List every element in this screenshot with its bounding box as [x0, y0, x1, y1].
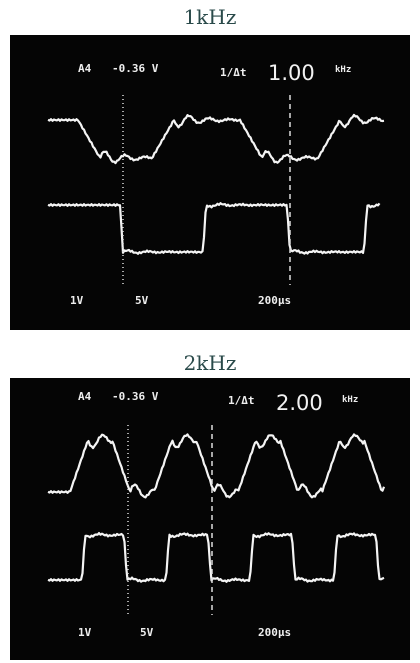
readout: 2.00 — [276, 391, 323, 415]
readout-unit: kHz — [342, 395, 358, 405]
ch2-scale: 5V — [140, 626, 154, 639]
cursor-symbol: 1/Δt — [228, 394, 255, 407]
waveform — [47, 113, 385, 165]
timebase: 200µs — [258, 626, 291, 639]
caption: 2kHz — [184, 351, 237, 375]
channel: A4 — [78, 62, 92, 75]
ch2-scale: 5V — [135, 294, 149, 307]
offset: -0.36 V — [112, 390, 159, 403]
readout: 1.00 — [268, 61, 315, 85]
channel: A4 — [78, 390, 92, 403]
scope-screen — [10, 35, 410, 330]
caption: 1kHz — [184, 5, 237, 29]
scope-panel: 1kHz A4 -0.36 V 1/Δt 1.00 kHz 1V 5V 200µ… — [10, 5, 410, 330]
waveform — [47, 532, 385, 583]
offset: -0.36 V — [112, 62, 159, 75]
ch1-scale: 1V — [78, 626, 92, 639]
scope-screen — [10, 378, 410, 660]
waveform — [47, 433, 386, 499]
waveform — [47, 202, 381, 255]
timebase: 200µs — [258, 294, 291, 307]
readout-unit: kHz — [335, 65, 351, 75]
ch1-scale: 1V — [70, 294, 84, 307]
scope-panel: 2kHz A4 -0.36 V 1/Δt 2.00 kHz 1V 5V 200µ… — [10, 351, 410, 660]
cursor-symbol: 1/Δt — [220, 66, 247, 79]
